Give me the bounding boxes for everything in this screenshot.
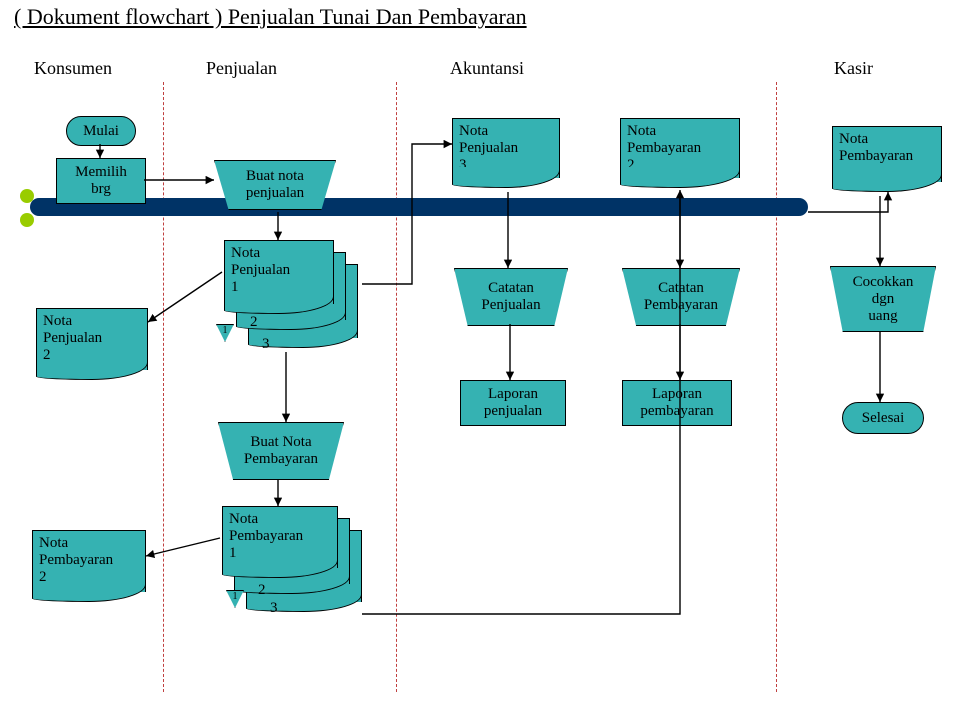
node-nota-penjualan-3: NotaPenjualan3	[452, 118, 560, 178]
accent-bar	[30, 198, 808, 216]
lane-separator	[776, 82, 777, 692]
lane-label-kasir: Kasir	[834, 58, 873, 79]
node-memilih-brg: Memilihbrg	[56, 158, 146, 204]
label-2: 2	[258, 582, 266, 599]
node-laporan-pembayaran: Laporanpembayaran	[622, 380, 732, 426]
page-title: ( Dokument flowchart ) Penjualan Tunai D…	[14, 4, 527, 30]
flowchart-canvas: ( Dokument flowchart ) Penjualan Tunai D…	[0, 0, 960, 720]
node-nota-pembayaran-kasir: NotaPembayaran	[832, 126, 942, 182]
node-buat-nota-pembayaran: Buat NotaPembayaran	[218, 422, 344, 480]
lane-separator	[163, 82, 164, 692]
node-start: Mulai	[66, 116, 136, 146]
node-nota-pembayaran-2-ak: NotaPembayaran2	[620, 118, 740, 178]
node-catatan-pembayaran: CatatanPembayaran	[622, 268, 740, 326]
lane-separator	[396, 82, 397, 692]
bullet-icon	[20, 213, 34, 227]
label-3: 3	[270, 600, 278, 617]
node-nota-pembayaran-1: NotaPembayaran1	[222, 506, 338, 568]
label-3: 3	[262, 336, 270, 353]
node-catatan-penjualan: CatatanPenjualan	[454, 268, 568, 326]
lane-label-penjualan: Penjualan	[206, 58, 277, 79]
node-selesai: Selesai	[842, 402, 924, 434]
node-buat-nota-penjualan: Buat notapenjualan	[214, 160, 336, 210]
lane-label-konsumen: Konsumen	[34, 58, 112, 79]
node-nota-penjualan-2: NotaPenjualan2	[36, 308, 148, 370]
node-nota-pembayaran-2: NotaPembayaran2	[32, 530, 146, 592]
label-2: 2	[250, 314, 258, 331]
lane-label-akuntansi: Akuntansi	[450, 58, 524, 79]
connector-1: 1	[216, 324, 234, 342]
node-laporan-penjualan: Laporanpenjualan	[460, 380, 566, 426]
connector-1: 1	[226, 590, 244, 608]
node-cocokkan-uang: Cocokkandgnuang	[830, 266, 936, 332]
node-nota-penjualan-1: NotaPenjualan1	[224, 240, 334, 304]
